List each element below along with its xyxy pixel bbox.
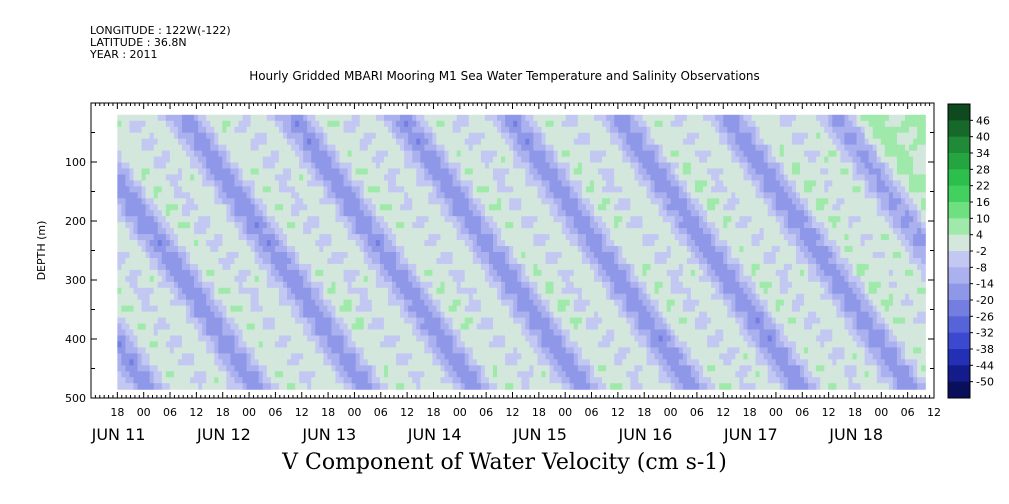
x-day-label: JUN 15	[512, 425, 567, 444]
chart-axes: 100 200 300 400 500 18 00 06 12 18 00 06 12 18 00 06 12 1…	[35, 102, 941, 444]
colorbar-label: -20	[976, 294, 994, 307]
colorbar-label: -32	[976, 327, 994, 340]
year-label: YEAR : 2011	[90, 48, 158, 61]
velocity-field	[117, 114, 926, 390]
x-tick-label: 06	[374, 406, 388, 419]
colorbar-label: 34	[976, 147, 990, 160]
colorbar-label: -14	[976, 278, 994, 291]
x-tick-label: 18	[532, 406, 546, 419]
latitude-label: LATITUDE : 36.8N	[90, 36, 187, 49]
x-tick-label: 00	[664, 406, 678, 419]
longitude-label: LONGITUDE : 122W(-122)	[90, 24, 231, 37]
x-day-label: JUN 17	[723, 425, 778, 444]
colorbar-swatch	[948, 365, 970, 383]
colorbar-swatch	[948, 234, 970, 252]
x-tick-label: 12	[295, 406, 309, 419]
x-tick-label: 00	[137, 406, 151, 419]
x-day-label: JUN 11	[91, 425, 146, 444]
x-tick-label: 12	[927, 406, 941, 419]
x-tick-label: 06	[268, 406, 282, 419]
colorbar-label: 22	[976, 180, 990, 193]
colorbar-swatch	[948, 169, 970, 187]
x-tick-label: 18	[216, 406, 230, 419]
x-tick-label: 18	[110, 406, 124, 419]
colorbar-swatch	[948, 349, 970, 366]
x-tick-label: 18	[848, 406, 862, 419]
x-tick-label: 18	[426, 406, 440, 419]
x-tick-label: 00	[558, 406, 572, 419]
x-tick-label: 12	[611, 406, 625, 419]
colorbar-swatch	[948, 381, 970, 399]
colorbar-label: 16	[976, 196, 990, 209]
x-tick-label: 12	[822, 406, 836, 419]
x-tick-label: 12	[716, 406, 730, 419]
colorbar-label: -50	[976, 376, 994, 389]
x-tick-label: 00	[874, 406, 888, 419]
x-tick-label: 12	[189, 406, 203, 419]
x-tick-label: 00	[242, 406, 256, 419]
colorbar-swatch	[948, 251, 970, 268]
colorbar-swatch	[948, 136, 970, 154]
x-tick-label: 18	[637, 406, 651, 419]
colorbar-label: -2	[976, 245, 987, 258]
x-tick-label: 06	[690, 406, 704, 419]
x-tick-label: 06	[901, 406, 915, 419]
x-day-label: JUN 12	[196, 425, 251, 444]
colorbar-swatch	[948, 104, 970, 121]
x-tick-label: 06	[479, 406, 493, 419]
y-tick-label: 100	[65, 156, 86, 169]
colorbar-label: -38	[976, 343, 994, 356]
x-tick-label: 06	[795, 406, 809, 419]
x-tick-label: 00	[347, 406, 361, 419]
colorbar-swatch	[948, 218, 970, 236]
colorbar-swatch	[948, 153, 970, 170]
x-day-label: JUN 14	[407, 425, 462, 444]
x-tick-label: 00	[769, 406, 783, 419]
x-day-label: JUN 13	[301, 425, 356, 444]
colorbar-swatch	[948, 332, 970, 350]
colorbar-swatch	[948, 283, 970, 301]
colorbar-label: 46	[976, 114, 990, 127]
x-day-label: JUN 18	[828, 425, 883, 444]
colorbar-label: -26	[976, 310, 994, 323]
colorbar-swatch	[948, 316, 970, 334]
colorbar-label: 40	[976, 131, 990, 144]
y-tick-label: 400	[65, 333, 86, 346]
colorbar: 46 40 34 28 22 16 10 4 -2 -8 -14 -20 -26 -32 -38 -44 -50	[947, 103, 994, 399]
x-axis-title: V Component of Water Velocity (cm s-1)	[282, 450, 727, 475]
colorbar-label: -8	[976, 261, 987, 274]
colorbar-label: 28	[976, 163, 990, 176]
x-tick-label: 00	[453, 406, 467, 419]
colorbar-swatch	[948, 267, 970, 285]
y-tick-label: 200	[65, 215, 86, 228]
colorbar-swatch	[948, 185, 970, 203]
y-tick-label: 300	[65, 274, 86, 287]
x-tick-label: 18	[743, 406, 757, 419]
colorbar-label: -44	[976, 359, 994, 372]
y-axis-title: DEPTH (m)	[35, 221, 48, 281]
colorbar-swatch	[948, 120, 970, 138]
colorbar-swatch	[948, 202, 970, 219]
colorbar-label: 10	[976, 212, 990, 225]
colorbar-swatch	[948, 300, 970, 317]
x-tick-label: 06	[585, 406, 599, 419]
x-tick-label: 12	[506, 406, 520, 419]
y-tick-label: 500	[65, 392, 86, 405]
chart-title: Hourly Gridded MBARI Mooring M1 Sea Wate…	[249, 69, 760, 83]
x-day-label: JUN 16	[617, 425, 672, 444]
colorbar-label: 4	[976, 229, 983, 242]
x-tick-label: 12	[400, 406, 414, 419]
x-tick-label: 06	[163, 406, 177, 419]
x-tick-label: 18	[321, 406, 335, 419]
